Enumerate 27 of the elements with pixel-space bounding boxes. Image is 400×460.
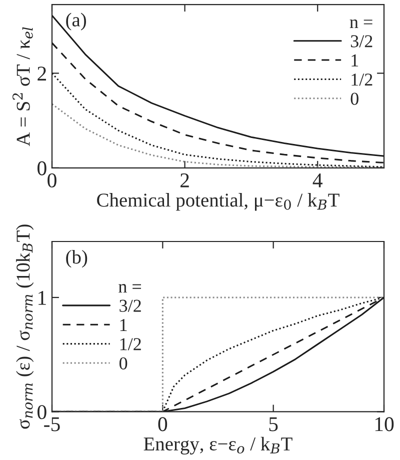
y-tick-label: 1 xyxy=(38,290,46,305)
legend-label: 1/2 xyxy=(120,338,141,350)
legend-title: n = xyxy=(118,284,141,293)
legend-label: 0 xyxy=(119,357,128,370)
annotation: (b) xyxy=(66,250,88,268)
legend-label: 1/2 xyxy=(352,74,372,86)
y-tick-label: 2 xyxy=(38,66,46,80)
y-tick-label: 0 xyxy=(38,405,46,420)
legend-label: 3/2 xyxy=(120,300,141,312)
x-tick-label: 4 xyxy=(312,174,322,188)
x-tick-label: 0 xyxy=(48,173,56,188)
x-tick-label: 2 xyxy=(180,173,189,188)
x-axis-title: Energy, ε−ε$_{o}$ / k$_{B}$T xyxy=(144,436,292,455)
legend-label: 3/2 xyxy=(350,35,372,48)
legend-label: 1 xyxy=(352,54,358,66)
x-tick-label: 10 xyxy=(375,417,394,432)
annotation: (a) xyxy=(66,12,86,30)
x-tick-label: -5 xyxy=(44,417,60,432)
legend-label: 1 xyxy=(120,319,127,331)
legend-title: n = xyxy=(350,19,372,28)
x-tick-label: 0 xyxy=(158,417,168,432)
y-axis-title: A = S$^{2}$ σT / κ$_{el}$ xyxy=(12,27,33,146)
y-axis-title: σ$_{norm}$ (ε) / σ$_{norm}$ (10k$_{B}$T) xyxy=(16,224,34,429)
y-tick-label: 0 xyxy=(38,161,46,176)
x-axis-title: Chemical potential, μ−ε$_{0}$ / k$_{B}$T xyxy=(97,193,340,211)
legend-label: 0 xyxy=(350,92,358,105)
x-tick-label: 5 xyxy=(269,417,278,432)
